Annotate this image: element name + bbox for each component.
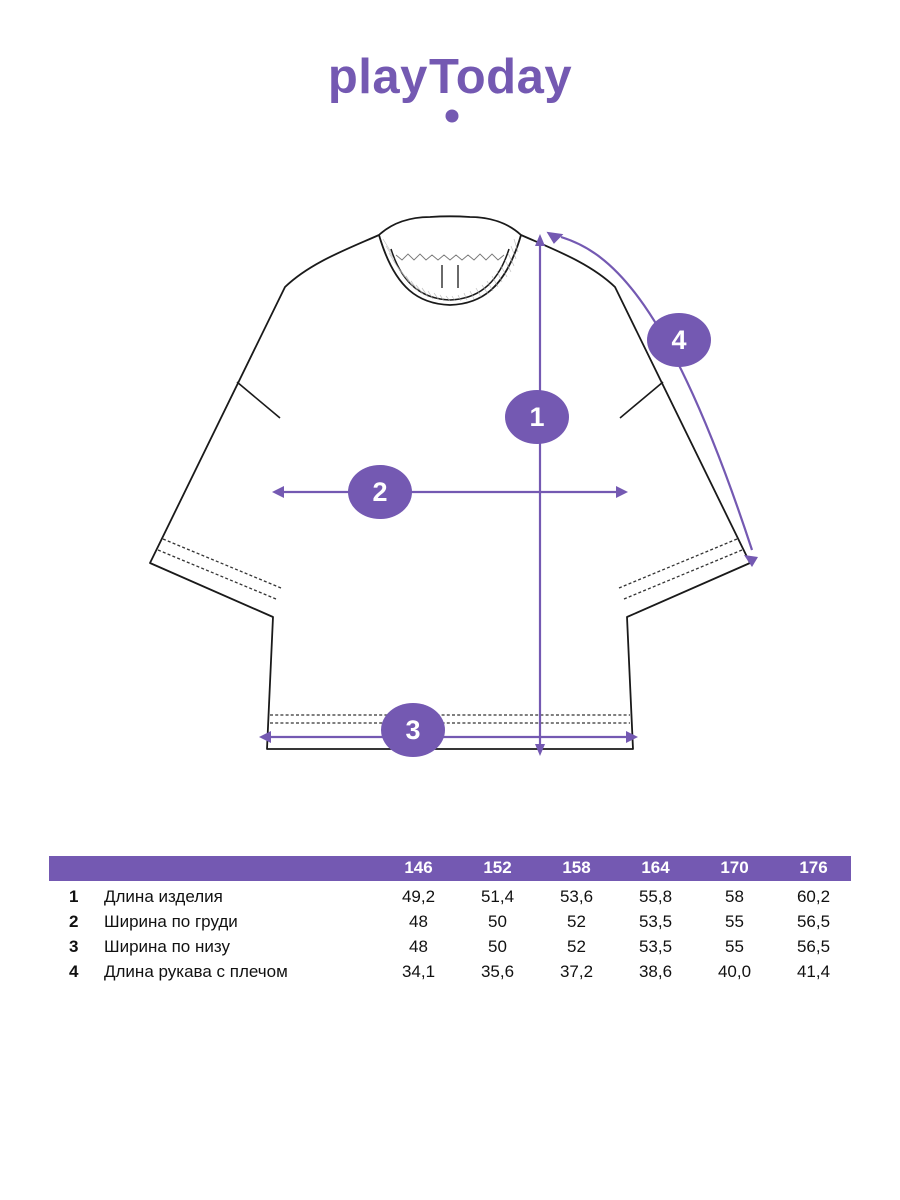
svg-text:3: 3 <box>405 715 420 745</box>
svg-text:2: 2 <box>372 477 387 507</box>
svg-text:1: 1 <box>529 402 544 432</box>
svg-text:4: 4 <box>671 325 686 355</box>
